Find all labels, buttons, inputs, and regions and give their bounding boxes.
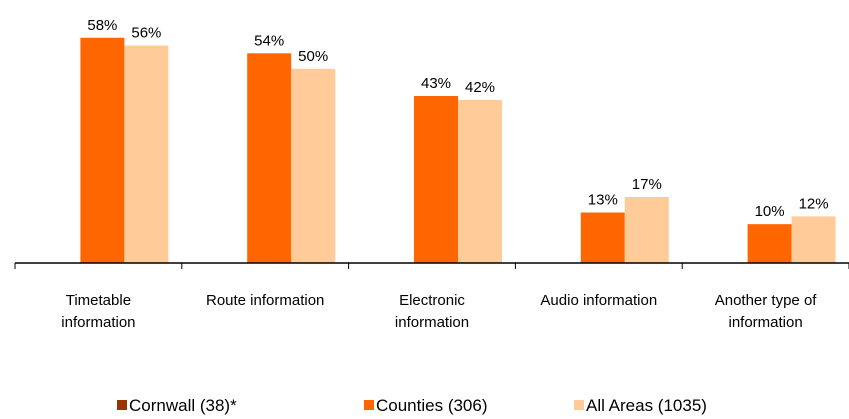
data-label: 56% [131, 25, 161, 42]
bar [747, 224, 792, 263]
legend-swatch [364, 400, 374, 410]
x-tick-label: Route information [206, 292, 324, 309]
legend-label: Cornwall (38)* [129, 396, 237, 415]
data-label: 43% [421, 75, 451, 92]
x-tick-label: Audio information [540, 292, 657, 309]
bar [458, 99, 502, 264]
bar [124, 45, 169, 264]
data-label: 13% [588, 192, 618, 209]
legend-label: All Areas (1035) [586, 396, 707, 415]
bar [247, 53, 292, 263]
data-label: 58% [87, 17, 117, 34]
legend-label: Counties (306) [376, 396, 488, 415]
x-tick-label: Timetable information [61, 292, 135, 331]
x-tick-label: Electronic information [395, 292, 469, 331]
legend-swatch [574, 400, 584, 410]
bar [624, 196, 669, 263]
data-label: 42% [465, 79, 495, 96]
data-label: 17% [632, 176, 662, 193]
bar [80, 37, 125, 264]
data-label: 50% [298, 48, 328, 65]
bar [791, 216, 836, 263]
bar [414, 96, 458, 264]
x-tick-label: Another type of information [715, 292, 818, 331]
bar [580, 212, 625, 263]
bar [291, 68, 336, 263]
data-label: 12% [799, 195, 829, 212]
data-label: 10% [755, 203, 785, 220]
data-label: 54% [254, 32, 284, 49]
legend-swatch [117, 400, 127, 410]
